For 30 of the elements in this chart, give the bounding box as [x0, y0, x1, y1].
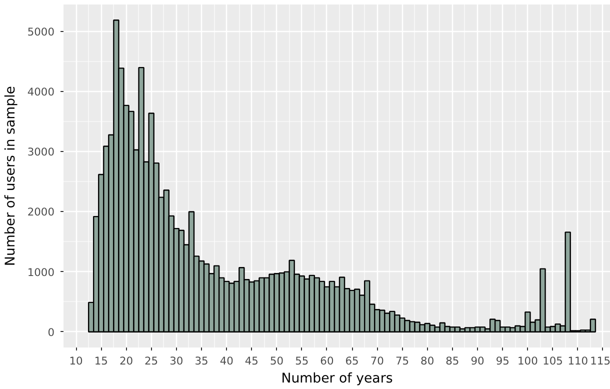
- x-tick-label: 15: [94, 354, 108, 368]
- x-tick-label: 30: [170, 354, 184, 368]
- x-tick-label: 40: [220, 354, 234, 368]
- x-tick-label: 10: [69, 354, 84, 368]
- y-tick-label: 2000: [27, 206, 55, 219]
- y-tick-label: 1000: [27, 266, 55, 279]
- x-axis-title: Number of years: [281, 372, 393, 386]
- x-tick-label: 55: [295, 354, 309, 368]
- x-tick-label: 50: [270, 354, 284, 368]
- y-tick-label: 3000: [27, 146, 55, 159]
- x-tick-label: 75: [395, 354, 410, 368]
- x-tick-label: 65: [345, 354, 359, 368]
- x-tick-label: 25: [144, 354, 158, 368]
- x-tick-label: 105: [542, 354, 563, 368]
- x-tick-label: 20: [119, 354, 134, 368]
- x-tick-label: 95: [496, 354, 510, 368]
- y-axis-title: Number of users in sample: [3, 86, 18, 266]
- x-tick-label: 90: [470, 354, 485, 368]
- x-tick-label: 115: [590, 354, 610, 368]
- x-tick-label: 85: [446, 354, 460, 368]
- x-tick-label: 45: [244, 354, 258, 368]
- x-tick-label: 60: [320, 354, 334, 368]
- x-tick-label: 80: [420, 354, 434, 368]
- x-tick-label: 35: [194, 354, 208, 368]
- y-tick-label: 0: [48, 326, 55, 339]
- x-tick-label: 110: [568, 354, 588, 368]
- y-tick-label: 5000: [27, 26, 55, 39]
- x-tick-label: 100: [518, 354, 538, 368]
- y-tick-label: 4000: [27, 86, 55, 99]
- x-tick-label: 70: [370, 354, 384, 368]
